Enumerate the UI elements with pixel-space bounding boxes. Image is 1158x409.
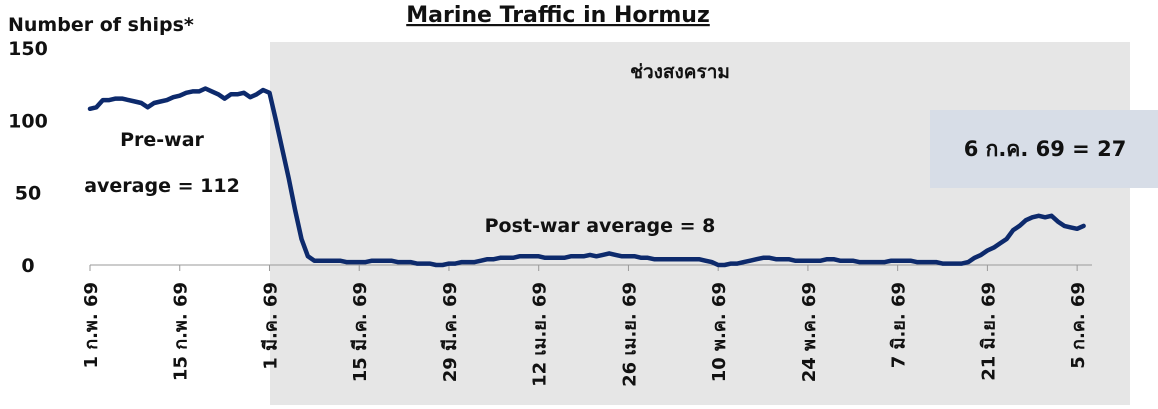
x-tick-label: 21 มิ.ย. 69 bbox=[978, 282, 999, 381]
y-tick-label: 50 bbox=[15, 183, 41, 205]
latest-box bbox=[930, 110, 1158, 188]
annotation: Pre-war bbox=[120, 129, 204, 151]
x-tick-label: 1 ก.พ. 69 bbox=[81, 282, 102, 369]
y-tick-label: 0 bbox=[21, 255, 34, 277]
war-period-shade bbox=[270, 42, 1130, 405]
annotation: average = 112 bbox=[84, 175, 240, 197]
x-tick-label: 10 พ.ค. 69 bbox=[709, 282, 730, 382]
x-tick-label: 15 มี.ค. 69 bbox=[350, 282, 371, 382]
annotation: 6 ก.ค. 69 = 27 bbox=[964, 137, 1127, 161]
annotation: ช่วงสงคราม bbox=[630, 61, 730, 83]
y-tick-label: 150 bbox=[8, 38, 48, 60]
x-tick-label: 15 ก.พ. 69 bbox=[171, 282, 192, 381]
annotation: Post-war average = 8 bbox=[485, 215, 716, 237]
x-tick-label: 12 เม.ย. 69 bbox=[530, 282, 551, 387]
x-tick-label: 26 เม.ย. 69 bbox=[619, 282, 640, 387]
chart-title: Marine Traffic in Hormuz bbox=[406, 3, 710, 28]
x-tick-label: 7 มิ.ย. 69 bbox=[889, 282, 910, 368]
y-tick-label: 100 bbox=[8, 110, 48, 132]
x-tick-label: 1 มี.ค. 69 bbox=[260, 282, 281, 370]
x-tick-label: 5 ก.ค. 69 bbox=[1068, 282, 1089, 369]
x-tick-label: 29 มี.ค. 69 bbox=[440, 282, 461, 382]
x-tick-label: 24 พ.ค. 69 bbox=[799, 282, 820, 382]
y-axis-label: Number of ships* bbox=[8, 14, 194, 36]
data-line bbox=[87, 86, 1086, 268]
